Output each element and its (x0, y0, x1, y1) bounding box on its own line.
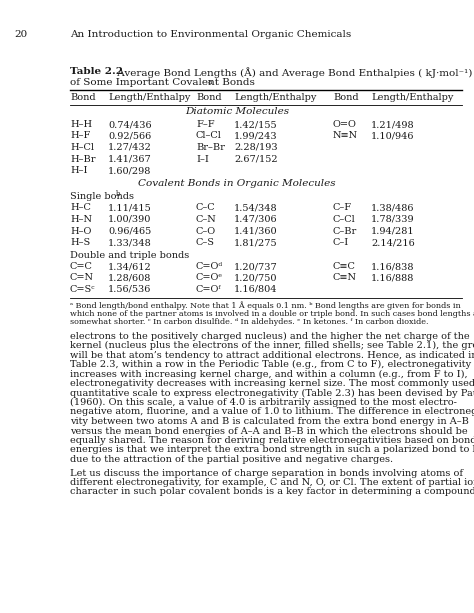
Text: H–O: H–O (70, 226, 91, 235)
Text: C=Oᵉ: C=Oᵉ (196, 273, 223, 283)
Text: 1.99/243: 1.99/243 (234, 132, 278, 140)
Text: H–F: H–F (70, 132, 91, 140)
Text: 1.16/838: 1.16/838 (371, 262, 414, 271)
Text: Double and triple bonds: Double and triple bonds (70, 251, 189, 259)
Text: 1.33/348: 1.33/348 (108, 238, 152, 247)
Text: which none of the partner atoms is involved in a double or triple bond. In such : which none of the partner atoms is invol… (70, 310, 474, 318)
Text: Bond: Bond (196, 93, 222, 102)
Text: a: a (208, 78, 212, 86)
Text: 1.60/298: 1.60/298 (108, 166, 151, 175)
Text: C–S: C–S (196, 238, 215, 247)
Text: 1.10/946: 1.10/946 (371, 132, 414, 140)
Text: 1.38/486: 1.38/486 (371, 204, 414, 213)
Text: F–F: F–F (196, 120, 215, 129)
Text: negative atom, fluorine, and a value of 1.0 to lithium. The difference in electr: negative atom, fluorine, and a value of … (70, 408, 474, 416)
Text: 1.16/804: 1.16/804 (234, 285, 277, 294)
Text: kernel (nucleus plus the electrons of the inner, filled shells; see Table 2.1), : kernel (nucleus plus the electrons of th… (70, 341, 474, 350)
Text: C=Sᶜ: C=Sᶜ (70, 285, 96, 294)
Text: (1960). On this scale, a value of 4.0 is arbitrarily assigned to the most electr: (1960). On this scale, a value of 4.0 is… (70, 398, 457, 407)
Text: 1.47/306: 1.47/306 (234, 215, 278, 224)
Text: C–Cl: C–Cl (333, 215, 356, 224)
Text: electrons to the positively charged nucleus) and the higher the net charge of th: electrons to the positively charged nucl… (70, 332, 470, 341)
Text: O=O: O=O (333, 120, 357, 129)
Text: 2.67/152: 2.67/152 (234, 154, 278, 164)
Text: C=N: C=N (70, 273, 94, 283)
Text: 20: 20 (14, 30, 27, 39)
Text: Bond: Bond (70, 93, 96, 102)
Text: 1.27/432: 1.27/432 (108, 143, 152, 152)
Text: 1.00/390: 1.00/390 (108, 215, 151, 224)
Text: H–N: H–N (70, 215, 92, 224)
Text: C–F: C–F (333, 204, 352, 213)
Text: H–S: H–S (70, 238, 90, 247)
Text: ᵃ Bond length/bond enthalpy. Note that 1 Å equals 0.1 nm. ᵇ Bond lengths are giv: ᵃ Bond length/bond enthalpy. Note that 1… (70, 302, 461, 310)
Text: H–Br: H–Br (70, 154, 95, 164)
Text: character in such polar covalent bonds is a key factor in determining a compound: character in such polar covalent bonds i… (70, 487, 474, 497)
Text: Diatomic Molecules: Diatomic Molecules (185, 107, 289, 116)
Text: C–N: C–N (196, 215, 217, 224)
Text: 2.14/216: 2.14/216 (371, 238, 415, 247)
Text: b: b (116, 190, 120, 198)
Text: H–Cl: H–Cl (70, 143, 94, 152)
Text: 1.20/750: 1.20/750 (234, 273, 277, 283)
Text: I–I: I–I (196, 154, 209, 164)
Text: C–O: C–O (196, 226, 216, 235)
Text: energies is that we interpret the extra bond strength in such a polarized bond t: energies is that we interpret the extra … (70, 446, 474, 454)
Text: C–I: C–I (333, 238, 349, 247)
Text: Average Bond Lengths (Å) and Average Bond Enthalpies ( kJ·mol⁻¹): Average Bond Lengths (Å) and Average Bon… (114, 67, 473, 78)
Text: 1.78/339: 1.78/339 (371, 215, 415, 224)
Text: somewhat shorter. ᶜ In carbon disulfide. ᵈ In aldehydes. ᵉ In ketones. ᶠ In carb: somewhat shorter. ᶜ In carbon disulfide.… (70, 318, 428, 326)
Text: C≡C: C≡C (333, 262, 356, 271)
Text: of Some Important Covalent Bonds: of Some Important Covalent Bonds (70, 78, 255, 87)
Text: 1.41/360: 1.41/360 (234, 226, 278, 235)
Text: Cl–Cl: Cl–Cl (196, 132, 222, 140)
Text: Table 2.3, within a row in the Periodic Table (e.g., from C to F), electronegati: Table 2.3, within a row in the Periodic … (70, 360, 471, 369)
Text: 1.42/155: 1.42/155 (234, 120, 278, 129)
Text: 1.94/281: 1.94/281 (371, 226, 415, 235)
Text: 0.74/436: 0.74/436 (108, 120, 152, 129)
Text: C–Br: C–Br (333, 226, 357, 235)
Text: 0.96/465: 0.96/465 (108, 226, 151, 235)
Text: Let us discuss the importance of charge separation in bonds involving atoms of: Let us discuss the importance of charge … (70, 468, 463, 478)
Text: Single bonds: Single bonds (70, 192, 134, 201)
Text: Length/Enthalpy: Length/Enthalpy (108, 93, 191, 102)
Text: C–C: C–C (196, 204, 216, 213)
Text: 2.28/193: 2.28/193 (234, 143, 278, 152)
Text: vity between two atoms A and B is calculated from the extra bond energy in A–B: vity between two atoms A and B is calcul… (70, 417, 469, 426)
Text: 1.41/367: 1.41/367 (108, 154, 152, 164)
Text: different electronegativity, for example, C and N, O, or Cl. The extent of parti: different electronegativity, for example… (70, 478, 474, 487)
Text: quantitative scale to express electronegativity (Table 2.3) has been devised by : quantitative scale to express electroneg… (70, 389, 474, 398)
Text: will be that atom’s tendency to attract additional electrons. Hence, as indicate: will be that atom’s tendency to attract … (70, 351, 474, 359)
Text: due to the attraction of the partial positive and negative charges.: due to the attraction of the partial pos… (70, 455, 393, 464)
Text: 0.92/566: 0.92/566 (108, 132, 151, 140)
Text: 1.81/275: 1.81/275 (234, 238, 278, 247)
Text: increases with increasing kernel charge, and within a column (e.g., from F to I): increases with increasing kernel charge,… (70, 370, 468, 379)
Text: 1.21/498: 1.21/498 (371, 120, 415, 129)
Text: H–I: H–I (70, 166, 88, 175)
Text: Covalent Bonds in Organic Molecules: Covalent Bonds in Organic Molecules (138, 180, 336, 189)
Text: C≡N: C≡N (333, 273, 357, 283)
Text: C=C: C=C (70, 262, 93, 271)
Text: C=Oᶠ: C=Oᶠ (196, 285, 221, 294)
Text: H–H: H–H (70, 120, 92, 129)
Text: versus the mean bond energies of A–A and B–B in which the electrons should be: versus the mean bond energies of A–A and… (70, 427, 468, 435)
Text: C=Oᵈ: C=Oᵈ (196, 262, 223, 271)
Text: Table 2.2: Table 2.2 (70, 67, 123, 76)
Text: Br–Br: Br–Br (196, 143, 225, 152)
Text: equally shared. The reason for deriving relative electronegativities based on bo: equally shared. The reason for deriving … (70, 436, 474, 445)
Text: 1.34/612: 1.34/612 (108, 262, 152, 271)
Text: 1.54/348: 1.54/348 (234, 204, 278, 213)
Text: Length/Enthalpy: Length/Enthalpy (234, 93, 316, 102)
Text: 1.56/536: 1.56/536 (108, 285, 151, 294)
Text: electronegativity decreases with increasing kernel size. The most commonly used: electronegativity decreases with increas… (70, 379, 474, 388)
Text: Length/Enthalpy: Length/Enthalpy (371, 93, 453, 102)
Text: 1.28/608: 1.28/608 (108, 273, 151, 283)
Text: 1.16/888: 1.16/888 (371, 273, 414, 283)
Text: N≡N: N≡N (333, 132, 358, 140)
Text: An Introduction to Environmental Organic Chemicals: An Introduction to Environmental Organic… (70, 30, 351, 39)
Text: 1.20/737: 1.20/737 (234, 262, 278, 271)
Text: 1.11/415: 1.11/415 (108, 204, 152, 213)
Text: Bond: Bond (333, 93, 359, 102)
Text: H–C: H–C (70, 204, 91, 213)
